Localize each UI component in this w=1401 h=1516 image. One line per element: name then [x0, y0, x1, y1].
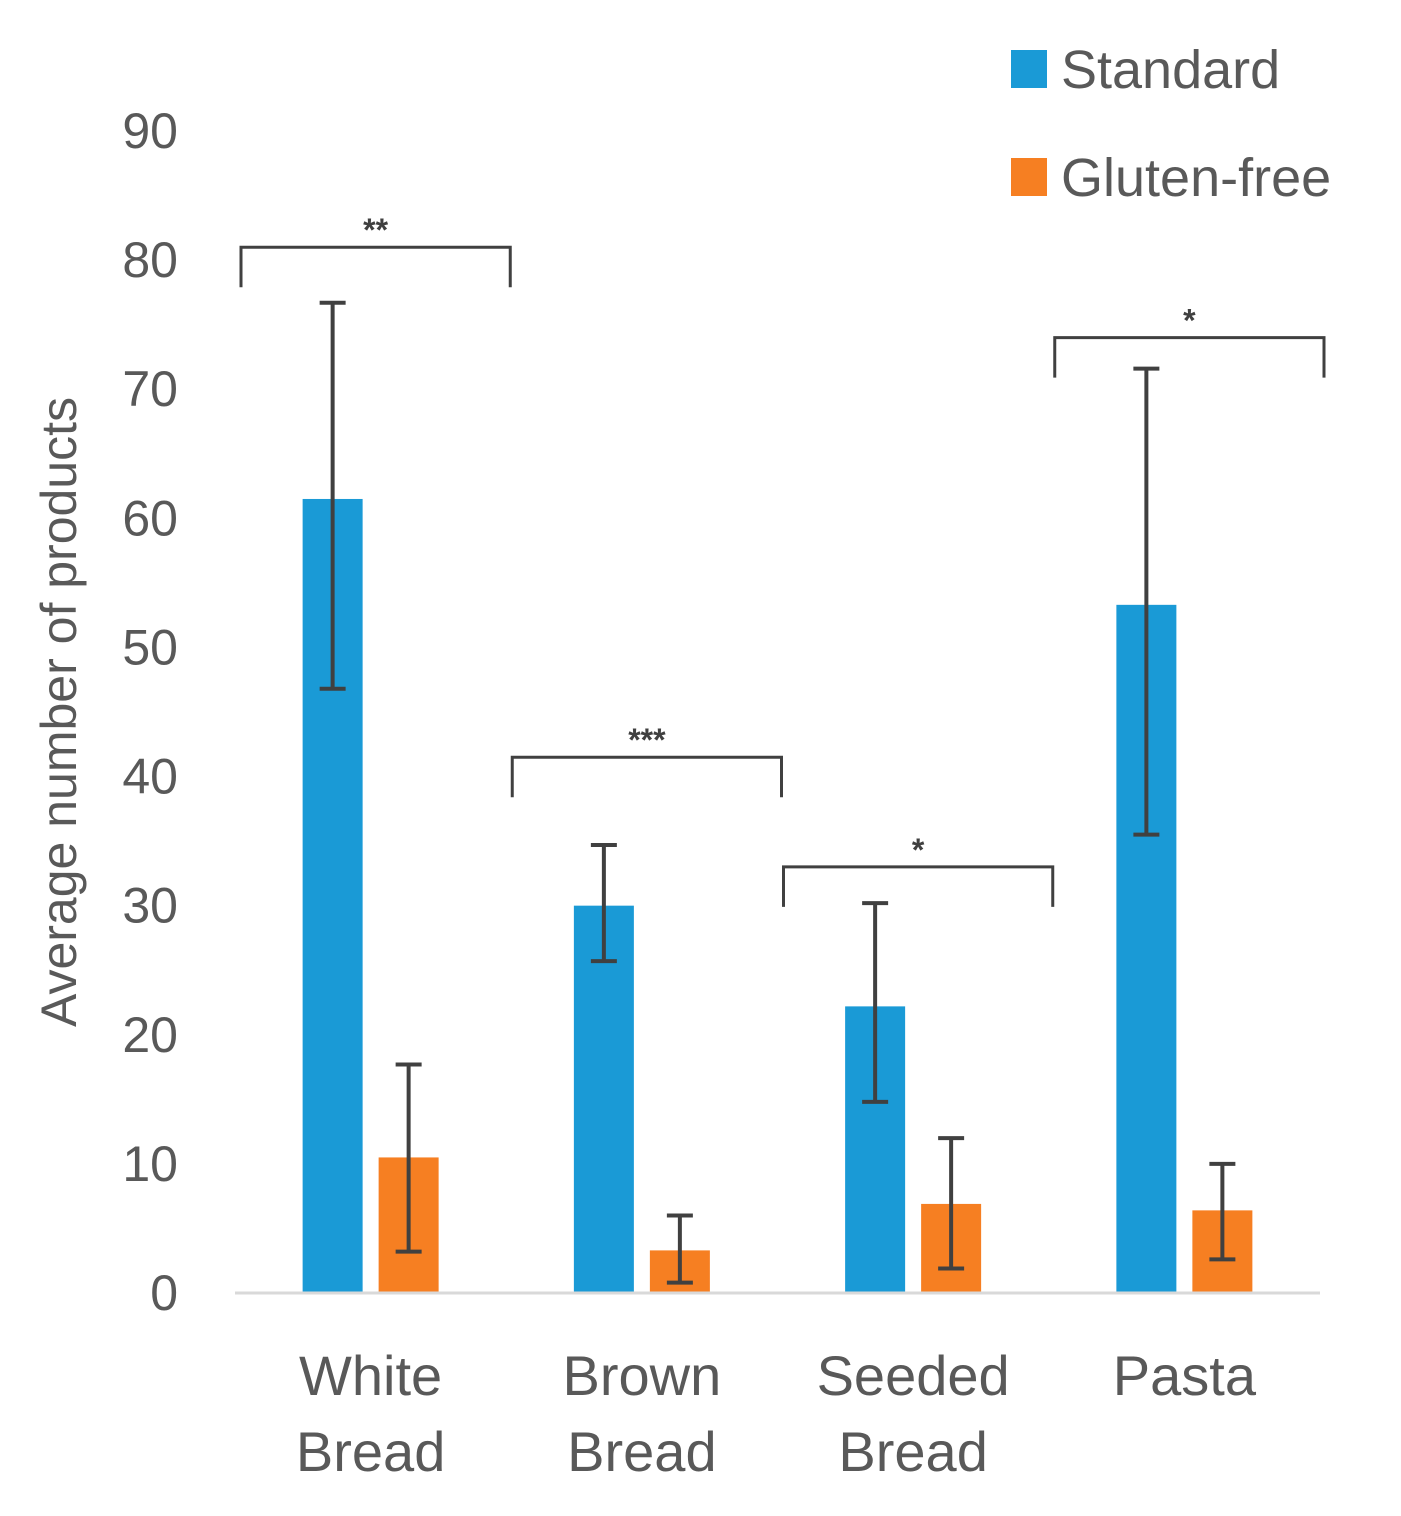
legend: Standard Gluten-free: [1011, 40, 1331, 208]
x-tick-label: Seeded Bread: [817, 1344, 1010, 1483]
y-axis: 0 10 20 30 40 50 60 70 80 90 Average number of pro…: [31, 103, 178, 1321]
y-tick-label: 70: [122, 361, 178, 417]
y-tick-label: 80: [122, 232, 178, 288]
significance-bracket: ***: [510, 722, 783, 798]
legend-swatch: [1011, 50, 1047, 88]
error-bar: [1133, 366, 1160, 837]
bracket-line: [239, 245, 512, 288]
legend-item-standard: Standard: [1011, 40, 1280, 100]
error-bar: [938, 1136, 965, 1271]
y-tick-label: 0: [150, 1265, 178, 1321]
error-bar: [319, 300, 346, 691]
y-tick-label: 30: [122, 878, 178, 934]
error-bar: [1209, 1161, 1236, 1262]
y-tick-label: 10: [122, 1136, 178, 1192]
bracket-line: [1053, 336, 1326, 378]
error-bar: [590, 842, 617, 964]
x-tick-label: Pasta: [1113, 1344, 1257, 1407]
error-bar: [395, 1062, 422, 1254]
error-bar: [666, 1213, 693, 1285]
bracket-line: [510, 755, 783, 798]
significance-bracket: *: [1053, 303, 1326, 378]
significance-label: **: [363, 212, 388, 248]
x-axis: White Bread Brown Bread Seeded Bread Pasta: [235, 1291, 1320, 1483]
bars-layer: [302, 498, 1253, 1293]
bar-standard: [573, 905, 634, 1293]
error-bars-layer: [319, 300, 1236, 1285]
y-tick-label: 90: [122, 103, 178, 159]
significance-label: ***: [628, 722, 666, 758]
significance-label: *: [1183, 303, 1196, 339]
y-axis-title: Average number of products: [31, 397, 87, 1027]
legend-label: Standard: [1061, 40, 1280, 100]
y-tick-label: 40: [122, 749, 178, 805]
error-bar: [862, 901, 889, 1104]
significance-bracket: *: [782, 832, 1055, 907]
y-tick-label: 50: [122, 619, 178, 675]
legend-label: Gluten-free: [1061, 148, 1331, 208]
x-tick-label: White Bread: [296, 1344, 445, 1483]
legend-item-gluten-free: Gluten-free: [1011, 148, 1331, 208]
y-tick-label: 60: [122, 490, 178, 546]
significance-label: *: [912, 832, 925, 868]
legend-swatch: [1011, 158, 1047, 196]
x-tick-label: Brown Bread: [563, 1344, 722, 1483]
bracket-line: [782, 865, 1055, 907]
significance-layer: *******: [239, 212, 1326, 907]
y-tick-label: 20: [122, 1007, 178, 1063]
significance-bracket: **: [239, 212, 512, 288]
